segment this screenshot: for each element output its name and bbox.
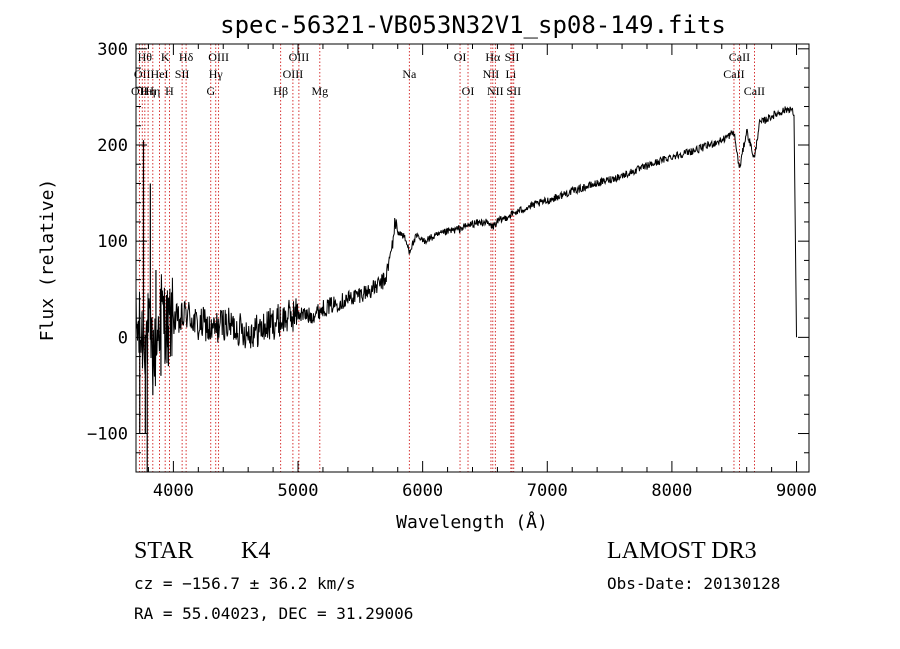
- spectrum-line: [135, 106, 797, 387]
- line-marker-label-8: SII: [175, 67, 190, 81]
- series-layer: [135, 106, 797, 472]
- x-tick-label-5: 9000: [776, 481, 817, 501]
- object-class: STAR: [134, 538, 194, 564]
- line-marker-label-7: H: [165, 84, 174, 98]
- x-tick-label-3: 7000: [527, 481, 568, 501]
- line-marker-label-3: Hη: [141, 84, 156, 98]
- axis-ticks: 4000 5000 6000 7000 8000 9000 −100 0 100 200 300: [87, 40, 817, 501]
- line-marker-label-12: OIII: [208, 50, 229, 64]
- line-marker-label-22: NII: [487, 84, 504, 98]
- y-axis-label: Flux (relative): [37, 179, 58, 342]
- line-marker-label-2: Hθ: [138, 50, 153, 64]
- y-tick-label-4: 300: [97, 40, 128, 60]
- line-marker-label-4: Hη: [145, 84, 160, 98]
- line-marker-label-1: OII: [134, 67, 151, 81]
- x-axis-label: Wavelength (Å): [396, 511, 548, 533]
- line-marker-label-13: Hβ: [273, 84, 288, 98]
- y-tick-label-2: 100: [97, 232, 128, 252]
- chart-title: spec-56321-VB053N32V1_sp08-149.fits: [220, 11, 726, 39]
- y-tick-label-1: 0: [118, 328, 128, 348]
- line-marker-label-25: SII: [506, 84, 521, 98]
- line-marker-label-9: Hδ: [179, 50, 194, 64]
- survey-name: LAMOST DR3: [607, 538, 757, 564]
- line-marker-label-17: Na: [402, 67, 417, 81]
- line-marker-label-28: CaII: [744, 84, 765, 98]
- line-marker-label-19: OI: [462, 84, 475, 98]
- line-marker-label-6: K: [161, 50, 170, 64]
- line-marker-layer: OIIOIIHθHηHηHeIKHSIIHδGHγOIIIHβOIIIOIIIM…: [131, 44, 765, 472]
- line-marker-label-18: OI: [454, 50, 467, 64]
- line-marker-label-24: SII: [505, 50, 520, 64]
- x-tick-label-0: 4000: [153, 481, 194, 501]
- line-marker-label-20: NII: [483, 67, 500, 81]
- x-tick-label-1: 5000: [278, 481, 319, 501]
- line-marker-label-23: Li: [506, 67, 517, 81]
- line-marker-label-14: OIII: [283, 67, 304, 81]
- line-marker-label-16: Mg: [311, 84, 328, 98]
- plot-frame: [135, 43, 810, 473]
- line-marker-label-0: OII: [131, 84, 148, 98]
- line-marker-label-21: Hα: [485, 50, 501, 64]
- x-tick-label-4: 8000: [651, 481, 692, 501]
- line-marker-label-26: CaII: [723, 67, 744, 81]
- observation-date: Obs-Date: 20130128: [607, 574, 781, 593]
- line-marker-label-15: OIII: [289, 50, 310, 64]
- line-marker-label-5: HeI: [151, 67, 169, 81]
- x-tick-label-2: 6000: [402, 481, 443, 501]
- object-subclass: K4: [241, 538, 271, 564]
- line-marker-label-11: Hγ: [209, 67, 224, 81]
- y-tick-label-3: 200: [97, 136, 128, 156]
- redshift-cz: cz = −156.7 ± 36.2 km/s: [134, 574, 356, 593]
- line-marker-label-27: CaII: [729, 50, 750, 64]
- coordinates: RA = 55.04023, DEC = 31.29006: [134, 604, 414, 623]
- line-marker-label-10: G: [206, 84, 215, 98]
- y-tick-label-0: −100: [87, 425, 128, 445]
